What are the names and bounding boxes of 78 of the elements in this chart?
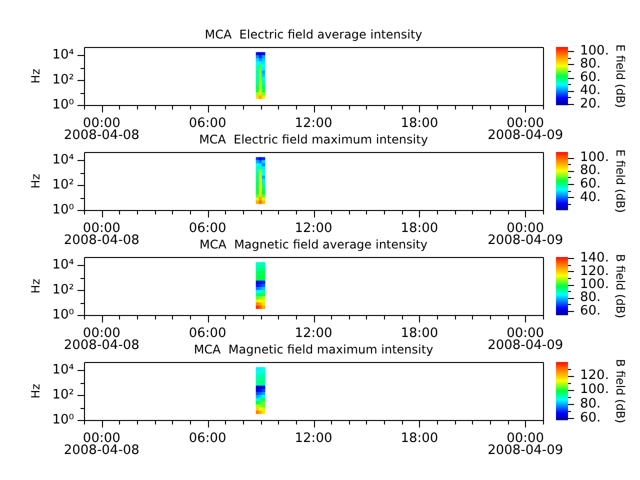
color-bar-label: 80. bbox=[580, 56, 601, 72]
point bbox=[262, 191, 266, 195]
point bbox=[262, 410, 266, 414]
x-tick-label: 00:00 2008-04-09 bbox=[488, 116, 564, 144]
x-tick-label: 12:00 bbox=[294, 431, 332, 446]
color-bar-label: 40. bbox=[580, 190, 601, 205]
y-tick-label: 10² bbox=[52, 388, 74, 403]
chart-title: MCA Magnetic field maximum intensity bbox=[194, 342, 434, 356]
point bbox=[262, 96, 266, 100]
x-tick-label: 00:00 2008-04-08 bbox=[64, 431, 140, 458]
color-bar-label: 100. bbox=[580, 277, 609, 292]
color-bar-label: 140. bbox=[580, 250, 609, 266]
x-tick-label: 06:00 bbox=[188, 116, 226, 132]
color-bar-label: 120. bbox=[580, 368, 609, 384]
x-tick-label: 00:00 2008-04-08 bbox=[64, 221, 140, 248]
point bbox=[262, 178, 266, 182]
x-tick-label: 00:00 2008-04-09 bbox=[488, 431, 564, 458]
color-bar-label: 60. bbox=[580, 304, 601, 319]
chart-title: MCA Electric field maximum intensity bbox=[199, 132, 428, 146]
color-bar-label: 60. bbox=[580, 410, 601, 426]
point bbox=[262, 306, 266, 310]
color-bar-label: 120. bbox=[580, 264, 609, 279]
x-tick-label: 06:00 bbox=[188, 326, 226, 342]
color-bar-label: 80. bbox=[580, 290, 601, 306]
y-tick-label: 10² bbox=[52, 178, 74, 193]
color-bar-title: B field (dB) bbox=[614, 359, 628, 424]
y-axis-title: Hz bbox=[28, 384, 42, 399]
point bbox=[262, 86, 266, 90]
x-tick-label: 18:00 bbox=[400, 221, 438, 236]
y-axis-title: Hz bbox=[28, 68, 42, 84]
x-tick-label: 18:00 bbox=[400, 326, 438, 342]
point bbox=[262, 370, 266, 374]
color-bar-title: E field (dB) bbox=[614, 44, 628, 108]
color-bar-label: 80. bbox=[580, 163, 601, 178]
chart-title: MCA Electric field average intensity bbox=[204, 27, 422, 42]
color-bar-label: 60. bbox=[580, 176, 601, 192]
color-bar-label: 60. bbox=[580, 70, 601, 86]
x-tick-label: 12:00 bbox=[294, 326, 332, 342]
point bbox=[262, 388, 266, 392]
x-tick-label: 00:00 2008-04-08 bbox=[64, 326, 140, 354]
point bbox=[262, 284, 266, 288]
point bbox=[262, 55, 266, 59]
x-tick-label: 00:00 2008-04-08 bbox=[64, 116, 140, 144]
color-bar-label: 100. bbox=[580, 382, 609, 398]
y-tick-label: 10² bbox=[52, 282, 74, 298]
color-bar-label: 40. bbox=[580, 83, 601, 98]
y-tick-label: 10⁰ bbox=[52, 202, 74, 218]
y-axis-title: Hz bbox=[28, 278, 42, 294]
x-tick-label: 00:00 2008-04-09 bbox=[488, 326, 564, 354]
chart-title: MCA Magnetic field average intensity bbox=[199, 237, 428, 252]
x-tick-label: 00:00 2008-04-09 bbox=[488, 221, 564, 248]
y-tick-label: 10⁴ bbox=[52, 152, 74, 168]
point bbox=[262, 401, 266, 405]
x-tick-label: 18:00 bbox=[400, 431, 438, 446]
point bbox=[262, 265, 266, 269]
color-bar-label: 100. bbox=[580, 44, 609, 59]
y-tick-label: 10² bbox=[52, 72, 74, 88]
x-tick-label: 18:00 bbox=[400, 116, 438, 132]
point bbox=[262, 296, 266, 300]
x-tick-label: 06:00 bbox=[188, 221, 226, 236]
y-tick-label: 10⁰ bbox=[52, 412, 74, 428]
color-bar-title: B field (dB) bbox=[614, 254, 628, 318]
color-bar-label: 100. bbox=[580, 150, 609, 165]
y-axis-title: Hz bbox=[28, 174, 42, 189]
y-tick-label: 10⁴ bbox=[52, 48, 74, 63]
y-tick-label: 10⁰ bbox=[52, 307, 74, 322]
color-bar-label: 80. bbox=[580, 396, 601, 412]
y-tick-label: 10⁴ bbox=[52, 362, 74, 378]
color-bar-label: 20. bbox=[580, 96, 601, 112]
color-bar-title: E field (dB) bbox=[614, 149, 628, 213]
x-tick-label: 12:00 bbox=[294, 221, 332, 236]
x-tick-label: 06:00 bbox=[188, 431, 226, 446]
x-tick-label: 12:00 bbox=[294, 116, 332, 132]
point bbox=[262, 200, 266, 204]
y-tick-label: 10⁴ bbox=[52, 258, 74, 273]
point bbox=[262, 160, 266, 164]
point bbox=[262, 74, 266, 78]
y-tick-label: 10⁰ bbox=[52, 97, 74, 112]
